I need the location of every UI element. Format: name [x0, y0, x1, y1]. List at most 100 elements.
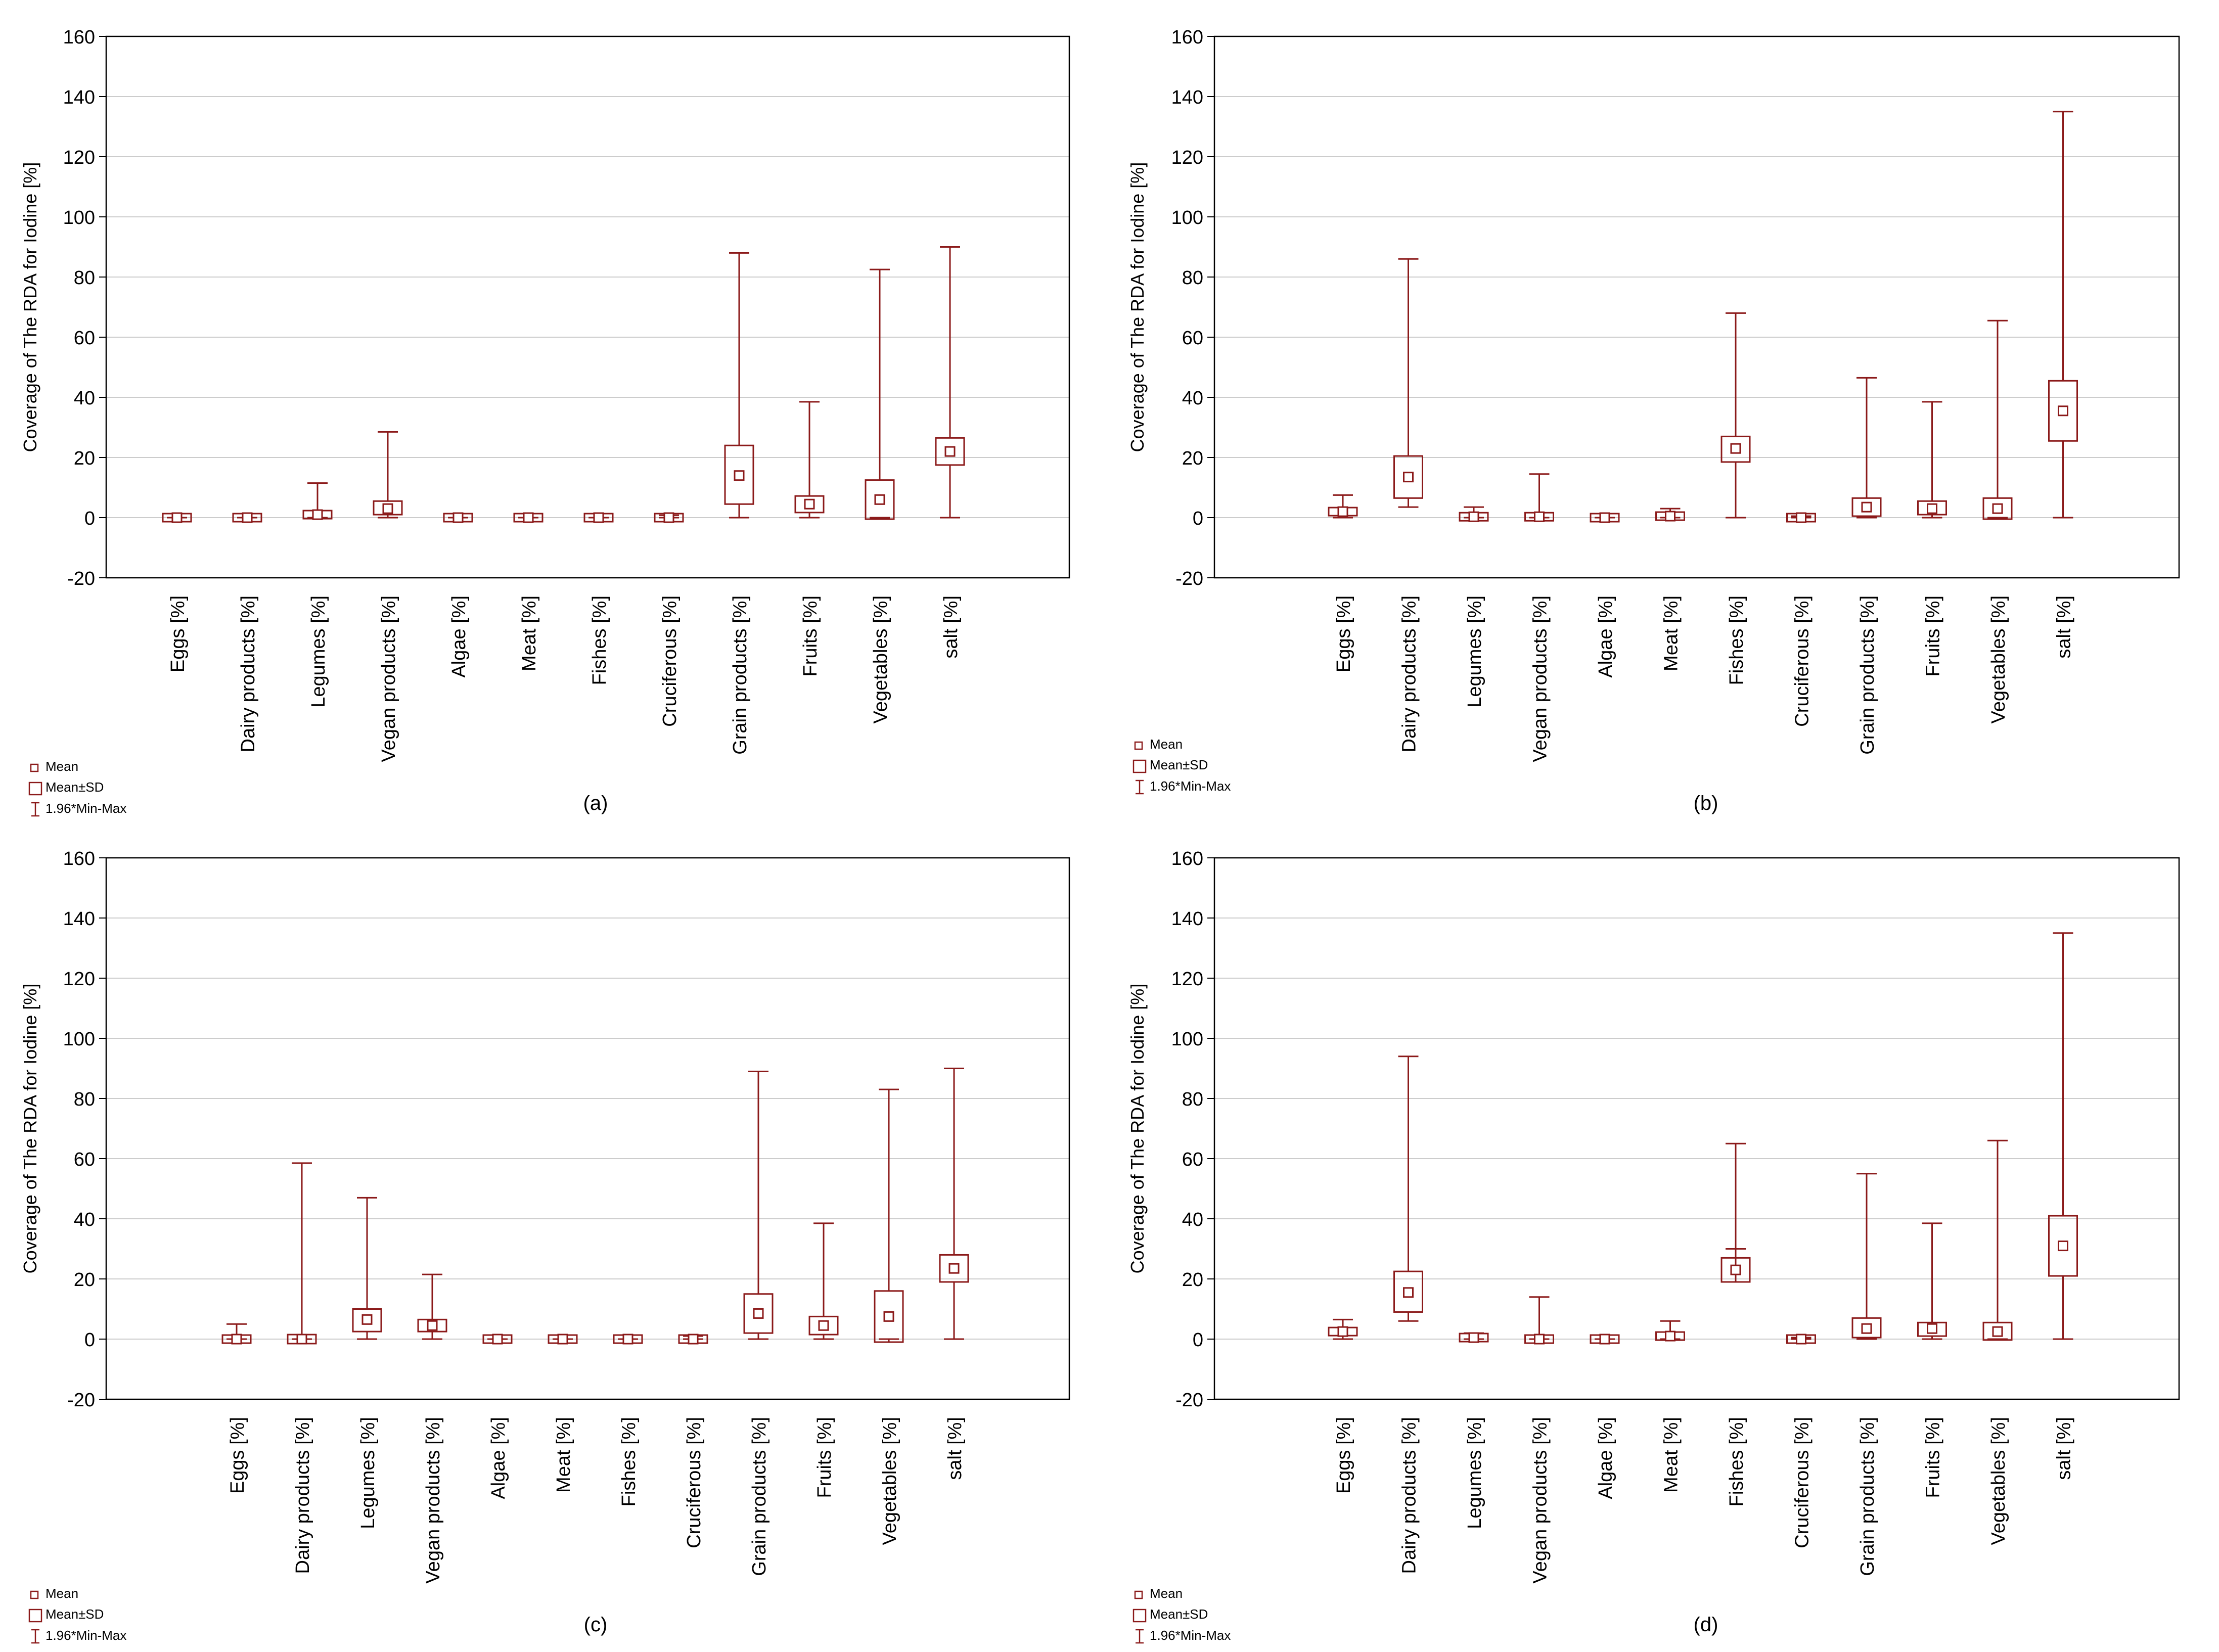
category-cruciferous: Cruciferous [%] — [654, 512, 684, 727]
category-cruciferous: Cruciferous [%] — [678, 1334, 708, 1548]
mean-marker — [622, 1334, 633, 1345]
category-salt: salt [%] — [2048, 111, 2078, 659]
category-eggs: Eggs [%] — [1328, 494, 1358, 672]
sd-box — [1851, 497, 1882, 517]
chart-panel-c: -20 0 20 40 60 80 100 120 140 160 Coverage of The … — [20, 848, 1070, 1644]
mean-marker — [1599, 1334, 1610, 1345]
category-salt: salt [%] — [939, 1068, 969, 1480]
mean-marker — [1992, 1326, 2003, 1337]
y-tick-label: 80 — [74, 1089, 95, 1110]
mean-marker — [312, 509, 323, 520]
plot-frame — [1213, 857, 2180, 1400]
category-legumes: Legumes [%] — [1459, 506, 1489, 708]
x-tick-label: Eggs [%] — [167, 595, 189, 672]
category-salt: salt [%] — [2048, 932, 2078, 1480]
mean-marker — [1730, 443, 1741, 454]
x-tick-label: Algae [%] — [448, 595, 470, 678]
legend: Mean Mean±SD 1.96*Min-Max — [1133, 737, 1231, 795]
plot-frame — [105, 857, 1070, 1400]
mean-marker — [1403, 1287, 1414, 1298]
mean-marker — [734, 470, 745, 481]
y-tick-label: 80 — [1182, 1089, 1203, 1110]
category-fishes: Fishes [%] — [583, 512, 614, 685]
y-tick-label: 20 — [74, 448, 95, 469]
category-eggs: Eggs [%] — [162, 512, 192, 672]
y-tick-label: 20 — [1182, 1269, 1203, 1291]
legend-sd-symbol — [28, 782, 42, 796]
category-algae: Algae [%] — [482, 1334, 513, 1499]
sd-box — [1982, 497, 2013, 520]
x-tick-label: Legumes [%] — [1464, 1417, 1485, 1529]
x-tick-label: salt [%] — [2054, 595, 2075, 659]
mean-marker — [948, 1263, 960, 1274]
legend-whisker-label: 1.96*Min-Max — [1150, 778, 1231, 794]
x-tick-label: Vegetables [%] — [1988, 595, 2009, 724]
x-tick-label: Vegan products [%] — [1530, 1417, 1551, 1584]
legend: Mean Mean±SD 1.96*Min-Max — [1133, 1586, 1231, 1644]
category-dairy-products: Dairy products [%] — [287, 1162, 317, 1574]
legend-mean-symbol — [1134, 1590, 1143, 1599]
x-tick-label: Algae [%] — [488, 1417, 509, 1499]
category-dairy-products: Dairy products [%] — [232, 512, 262, 752]
mean-marker — [1992, 503, 2003, 514]
mean-marker — [688, 1334, 699, 1345]
legend-mean-label: Mean — [1150, 1586, 1183, 1601]
x-tick-label: Fishes [%] — [1726, 595, 1747, 685]
y-tick-label: 120 — [1171, 147, 1203, 168]
x-tick-label: Cruciferous [%] — [659, 595, 681, 727]
y-tick-label: -20 — [67, 568, 95, 589]
legend-sd-label: Mean±SD — [1150, 1607, 1208, 1622]
y-tick-label: 80 — [74, 267, 95, 289]
sd-box — [865, 479, 895, 520]
mean-marker — [1730, 1264, 1741, 1275]
sd-box — [417, 1318, 447, 1333]
category-vegan-products: Vegan products [%] — [373, 431, 403, 762]
y-tick-label: 60 — [74, 328, 95, 349]
sd-box — [874, 1290, 904, 1343]
legend-mean-label: Mean — [46, 759, 78, 774]
y-axis-label: Coverage of The RDA for Iodine [%] — [1127, 162, 1148, 452]
sd-box — [935, 437, 965, 466]
category-meat: Meat [%] — [1655, 1320, 1685, 1493]
category-fishes: Fishes [%] — [1720, 312, 1751, 685]
mean-marker — [804, 498, 815, 510]
mean-marker — [883, 1311, 894, 1322]
category-grain-products: Grain products [%] — [724, 252, 754, 755]
mean-marker — [1665, 511, 1675, 522]
category-legumes: Legumes [%] — [302, 482, 333, 708]
y-tick-label: 40 — [1182, 388, 1203, 409]
panel-caption: (a) — [583, 792, 608, 814]
mean-marker — [1534, 511, 1545, 522]
x-tick-label: salt [%] — [944, 1417, 966, 1480]
mean-marker — [818, 1320, 829, 1331]
x-tick-label: Algae [%] — [1595, 1417, 1616, 1499]
y-axis-label: Coverage of The RDA for Iodine [%] — [20, 984, 40, 1274]
sd-box — [794, 495, 825, 514]
y-tick-label: 160 — [1171, 27, 1203, 48]
y-tick-label: 0 — [84, 1329, 95, 1351]
mean-marker — [1927, 1323, 1937, 1334]
mean-marker — [1599, 512, 1610, 523]
y-tick-label: 120 — [1171, 969, 1203, 990]
y-tick-label: -20 — [1175, 1390, 1203, 1411]
x-tick-label: Cruciferous [%] — [1792, 1417, 1813, 1548]
y-tick-label: 40 — [74, 388, 95, 409]
category-fruits: Fruits [%] — [808, 1222, 839, 1498]
x-tick-label: Fishes [%] — [618, 1417, 640, 1506]
y-tick-label: 0 — [84, 508, 95, 529]
mean-marker — [427, 1320, 438, 1331]
legend-mean-label: Mean — [1150, 737, 1183, 752]
x-tick-label: Dairy products [%] — [1399, 595, 1420, 752]
x-tick-label: Eggs [%] — [227, 1417, 248, 1494]
y-tick-label: 0 — [1193, 1329, 1203, 1351]
x-tick-label: Dairy products [%] — [238, 595, 259, 752]
sd-box — [808, 1315, 839, 1336]
x-tick-label: Grain products [%] — [1857, 595, 1878, 755]
mean-marker — [242, 512, 253, 523]
mean-marker — [1796, 1334, 1806, 1345]
y-tick-label: 140 — [63, 87, 95, 108]
legend-sd-symbol — [1133, 1609, 1147, 1623]
mean-marker — [1861, 1323, 1872, 1334]
x-tick-label: Dairy products [%] — [1399, 1417, 1420, 1574]
x-tick-label: Vegan products [%] — [1530, 595, 1551, 762]
